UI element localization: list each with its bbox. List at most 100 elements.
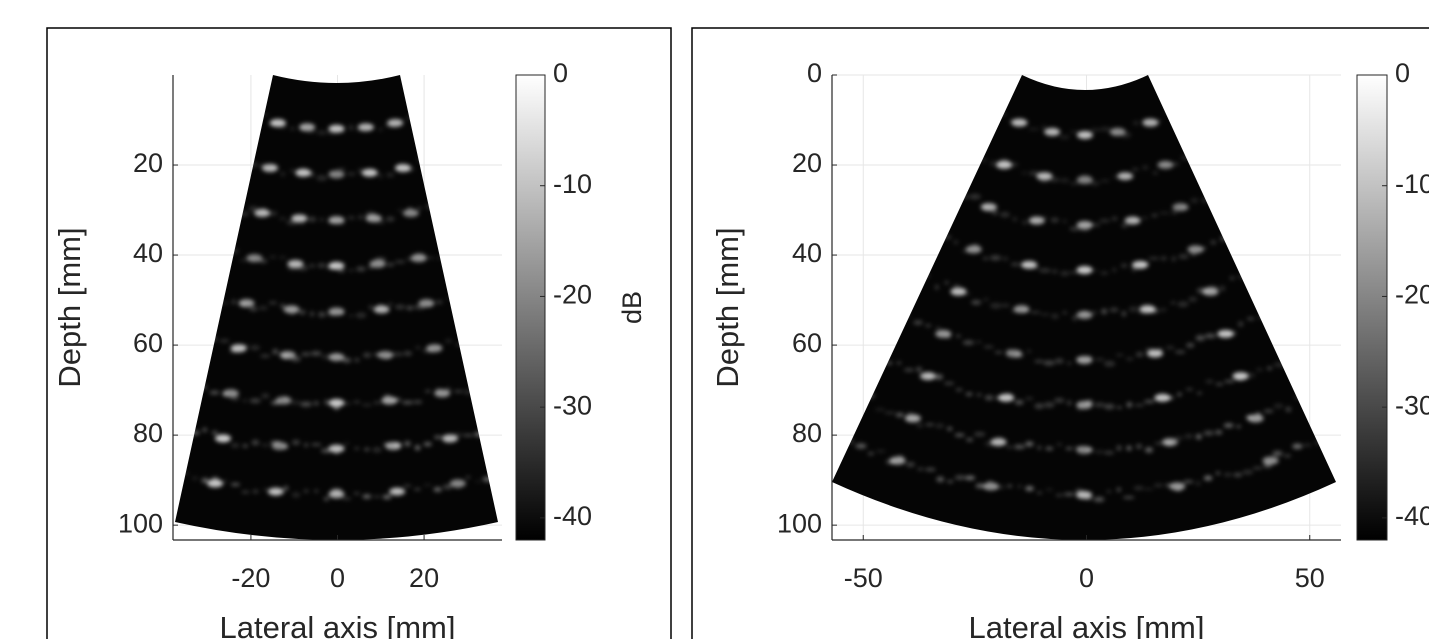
reflector xyxy=(1076,491,1093,499)
speckle-dot xyxy=(994,351,1003,354)
reflector xyxy=(434,389,451,398)
speckle-dot xyxy=(896,361,902,365)
reflector xyxy=(1076,311,1093,319)
reflector xyxy=(295,168,312,177)
reflector xyxy=(254,209,271,218)
reflector xyxy=(389,487,406,496)
speckle-dot xyxy=(1223,472,1233,477)
speckle-dot xyxy=(905,461,916,468)
speckle-dot xyxy=(1195,480,1201,486)
speckle-dot xyxy=(1135,351,1145,358)
speckle-dot xyxy=(437,256,442,260)
speckle-dot xyxy=(1054,358,1064,364)
speckle-dot xyxy=(230,442,240,448)
speckle-dot xyxy=(1079,228,1091,232)
speckle-dot xyxy=(1013,444,1026,450)
speckle-dot xyxy=(1056,443,1062,446)
speckle-dot xyxy=(947,480,954,483)
speckle-dot xyxy=(336,167,346,171)
speckle-dot xyxy=(1051,313,1059,320)
reflector xyxy=(1013,305,1030,314)
reflector xyxy=(262,164,279,172)
reflector xyxy=(328,261,345,270)
speckle-dot xyxy=(1215,382,1224,386)
speckle-dot xyxy=(386,172,395,178)
speckle-dot xyxy=(1063,492,1075,497)
speckle-dot xyxy=(1246,317,1255,321)
speckle-dot xyxy=(1069,226,1081,231)
speckle-dot xyxy=(337,268,346,273)
speckle-dot xyxy=(1093,496,1105,503)
reflector xyxy=(1076,176,1093,184)
speckle-dot xyxy=(935,326,941,329)
speckle-dot xyxy=(1040,313,1051,316)
speckle-dot xyxy=(414,444,421,451)
speckle-dot xyxy=(1210,240,1217,245)
speckle-dot xyxy=(1143,399,1155,404)
speckle-dot xyxy=(212,336,217,342)
speckle-dot xyxy=(301,352,311,356)
speckle-dot xyxy=(283,485,289,491)
speckle-dot xyxy=(1116,406,1122,409)
y-tick-label: 0 xyxy=(807,58,822,88)
speckle-dot xyxy=(1006,446,1013,449)
reflector xyxy=(1217,329,1234,338)
speckle-dot xyxy=(1151,213,1158,218)
speckle-dot xyxy=(991,210,999,215)
speckle-dot xyxy=(1116,487,1122,492)
reflector xyxy=(1021,260,1038,269)
speckle-dot xyxy=(219,339,230,343)
speckle-dot xyxy=(1115,353,1124,357)
speckle-dot xyxy=(999,212,1010,218)
speckle-dot xyxy=(982,256,989,260)
speckle-dot xyxy=(347,124,355,131)
speckle-dot xyxy=(258,305,269,311)
speckle-dot xyxy=(1180,155,1191,161)
speckle-dot xyxy=(981,158,987,163)
speckle-dot xyxy=(191,476,199,480)
reflector xyxy=(1076,446,1093,454)
colorbar xyxy=(1356,74,1388,541)
speckle-dot xyxy=(1163,111,1170,114)
colorbar-tick-label: -10 xyxy=(1395,169,1429,199)
speckle-dot xyxy=(1131,168,1139,171)
speckle-dot xyxy=(1159,307,1167,312)
speckle-dot xyxy=(298,309,306,315)
speckle-dot xyxy=(361,403,373,407)
speckle-dot xyxy=(181,472,189,475)
speckle-dot xyxy=(442,484,453,490)
speckle-dot xyxy=(944,280,949,285)
speckle-dot xyxy=(310,443,322,446)
reflector xyxy=(328,398,345,407)
reflector xyxy=(246,254,263,263)
speckle-dot xyxy=(1195,433,1202,440)
speckle-dot xyxy=(1045,446,1054,451)
speckle-dot xyxy=(1177,392,1182,397)
reflector xyxy=(328,216,345,225)
speckle-dot xyxy=(1182,480,1194,484)
speckle-dot xyxy=(1034,403,1045,409)
reflector xyxy=(950,287,967,296)
speckle-dot xyxy=(1128,306,1139,313)
speckle-dot xyxy=(925,324,932,328)
speckle-dot xyxy=(983,297,989,302)
speckle-dot xyxy=(356,266,366,272)
speckle-dot xyxy=(875,450,886,453)
reflector xyxy=(426,344,443,353)
reflector xyxy=(1142,118,1159,127)
speckle-dot xyxy=(1143,487,1154,491)
speckle-dot xyxy=(404,440,411,447)
speckle-dot xyxy=(1126,401,1133,408)
speckle-dot xyxy=(1197,391,1202,395)
reflector xyxy=(361,168,378,177)
speckle-dot xyxy=(1153,483,1164,488)
speckle-dot xyxy=(1204,333,1217,339)
reflector xyxy=(267,487,284,496)
speckle-dot xyxy=(1267,366,1273,371)
speckle-dot xyxy=(231,299,236,305)
reflector xyxy=(357,123,374,132)
speckle-dot xyxy=(317,263,327,268)
speckle-dot xyxy=(388,302,393,306)
y-tick-label: 80 xyxy=(792,418,822,448)
speckle-dot xyxy=(201,385,208,390)
